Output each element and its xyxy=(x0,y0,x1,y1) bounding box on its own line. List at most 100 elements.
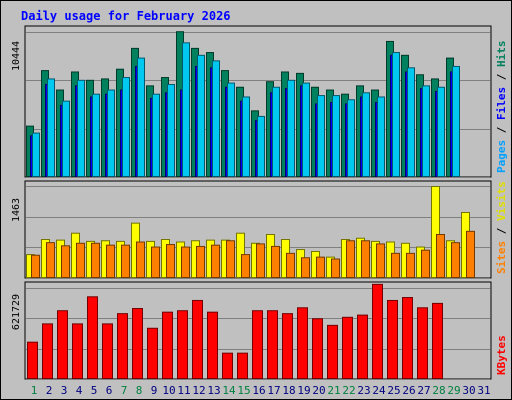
bar-pages-day-9 xyxy=(152,93,160,177)
bar-kbytes-day-28 xyxy=(432,302,443,380)
bar-pages-day-29 xyxy=(452,65,460,177)
bar-sites-day-19 xyxy=(301,257,310,278)
x-tick-label-day-27: 27 xyxy=(417,384,430,397)
bar-kbytes-day-14 xyxy=(222,352,233,379)
bar-sites-day-1 xyxy=(31,254,40,279)
x-tick-label-day-21: 21 xyxy=(327,384,340,397)
legend-entry: Files xyxy=(495,87,508,120)
bar-kbytes-day-9 xyxy=(147,327,158,379)
bar-sites-day-23 xyxy=(361,240,370,278)
bar-pages-day-23 xyxy=(362,92,370,177)
bar-kbytes-day-27 xyxy=(417,307,428,379)
bar-sites-day-27 xyxy=(421,249,430,278)
bar-pages-day-12 xyxy=(197,54,205,178)
bar-pages-day-28 xyxy=(437,86,445,177)
legend-entry: Visits xyxy=(495,181,508,221)
bar-kbytes-day-5 xyxy=(87,296,98,379)
bar-kbytes-day-10 xyxy=(162,311,173,379)
bar-sites-day-10 xyxy=(166,244,175,278)
bar-sites-day-9 xyxy=(151,246,160,278)
bar-kbytes-day-26 xyxy=(402,297,413,380)
x-tick-label-day-24: 24 xyxy=(372,384,386,397)
bar-pages-day-21 xyxy=(332,95,340,177)
legend-entry: Sites xyxy=(495,241,508,274)
chart-title: Daily usage for February 2026 xyxy=(21,9,231,23)
bar-sites-day-7 xyxy=(121,244,130,278)
bar-pages-day-17 xyxy=(272,86,280,177)
legend-entry: / xyxy=(495,120,508,140)
bar-pages-day-22 xyxy=(347,99,355,177)
x-tick-label-day-12: 12 xyxy=(192,384,205,397)
bar-kbytes-day-12 xyxy=(192,299,203,379)
legend-3: KBytes xyxy=(495,335,508,375)
bar-kbytes-day-3 xyxy=(57,310,68,380)
x-tick-label-day-26: 26 xyxy=(402,384,415,397)
bar-sites-day-28 xyxy=(436,233,445,279)
bar-kbytes-day-23 xyxy=(357,314,368,379)
bar-kbytes-day-21 xyxy=(327,324,338,379)
bar-pages-day-10 xyxy=(167,83,175,177)
bar-pages-day-8 xyxy=(137,57,145,177)
bar-pages-day-5 xyxy=(92,93,100,177)
bar-sites-day-17 xyxy=(271,245,280,278)
bar-pages-day-18 xyxy=(287,79,295,177)
bar-kbytes-day-13 xyxy=(207,311,218,379)
x-tick-label-day-15: 15 xyxy=(237,384,250,397)
bar-pages-day-1 xyxy=(32,132,40,177)
bar-sites-day-16 xyxy=(256,243,265,278)
bar-sites-day-15 xyxy=(241,254,250,278)
y-tick-label-1: 10444 xyxy=(11,41,22,71)
bar-kbytes-day-22 xyxy=(342,316,353,379)
bar-kbytes-day-1 xyxy=(27,341,38,379)
y-tick-label-3: 621729 xyxy=(11,294,22,330)
bar-kbytes-day-4 xyxy=(72,323,83,380)
bar-kbytes-day-15 xyxy=(237,352,248,379)
x-tick-label-day-8: 8 xyxy=(136,384,143,397)
bar-sites-day-30 xyxy=(466,230,475,279)
bar-kbytes-day-6 xyxy=(102,323,113,380)
legend-2: Sites / Visits xyxy=(495,181,508,274)
x-tick-label-day-1: 1 xyxy=(31,384,38,397)
bar-pages-day-11 xyxy=(182,42,190,177)
bar-kbytes-day-20 xyxy=(312,318,323,379)
x-tick-label-day-20: 20 xyxy=(312,384,325,397)
x-tick-label-day-2: 2 xyxy=(46,384,53,397)
bar-kbytes-day-11 xyxy=(177,310,188,380)
legend-entry: / xyxy=(495,67,508,87)
x-tick-label-day-14: 14 xyxy=(222,384,236,397)
x-tick-label-day-23: 23 xyxy=(357,384,370,397)
legend-entry: Hits xyxy=(495,41,508,68)
legend-entry: Pages xyxy=(495,140,508,173)
bar-pages-day-2 xyxy=(47,78,55,177)
bar-pages-day-4 xyxy=(77,79,85,177)
x-tick-label-day-11: 11 xyxy=(177,384,190,397)
x-tick-label-day-29: 29 xyxy=(447,384,460,397)
bar-pages-day-7 xyxy=(122,77,130,177)
bar-sites-day-3 xyxy=(61,245,70,278)
x-tick-label-day-30: 30 xyxy=(462,384,475,397)
x-tick-label-day-28: 28 xyxy=(432,384,445,397)
bar-kbytes-day-16 xyxy=(252,310,263,380)
legend-entry: / xyxy=(495,221,508,241)
bar-pages-day-13 xyxy=(212,60,220,178)
bar-pages-day-24 xyxy=(377,96,385,177)
bar-pages-day-26 xyxy=(407,67,415,177)
x-tick-label-day-10: 10 xyxy=(162,384,175,397)
bar-kbytes-day-8 xyxy=(132,308,143,379)
bar-pages-day-25 xyxy=(392,52,400,177)
bar-kbytes-day-7 xyxy=(117,313,128,379)
bar-kbytes-day-24 xyxy=(372,283,383,380)
bar-visits-day-28 xyxy=(431,186,440,278)
bar-pages-day-14 xyxy=(227,82,235,177)
x-tick-label-day-31: 31 xyxy=(477,384,490,397)
bar-sites-day-2 xyxy=(46,242,55,278)
bar-sites-day-6 xyxy=(106,244,115,278)
bar-sites-day-25 xyxy=(391,252,400,278)
x-tick-label-day-25: 25 xyxy=(387,384,400,397)
legend-entry: KBytes xyxy=(495,335,508,375)
bar-kbytes-day-17 xyxy=(267,310,278,380)
bar-pages-day-6 xyxy=(107,89,115,177)
y-tick-label-2: 1463 xyxy=(11,198,22,222)
bar-sites-day-24 xyxy=(376,243,385,278)
